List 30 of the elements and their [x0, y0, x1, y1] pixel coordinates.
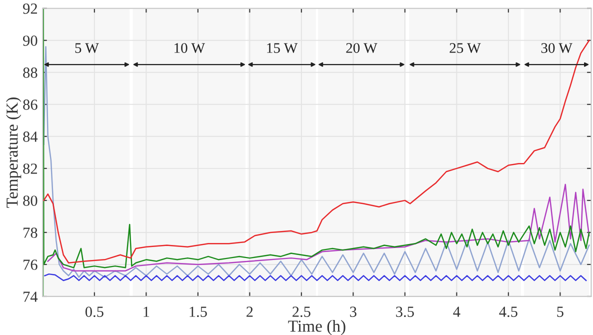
- band-label: 25 W: [450, 43, 481, 54]
- band-label: 20 W: [346, 43, 378, 54]
- band-label: 30 W: [541, 43, 572, 54]
- band-label: 5 W: [75, 43, 99, 54]
- x-tick-label: 0.5: [85, 306, 104, 318]
- x-tick-label: 4: [453, 306, 460, 317]
- y-tick-label: 80: [23, 196, 38, 206]
- y-tick-label: 92: [23, 4, 37, 14]
- line-series: [44, 273, 587, 282]
- y-tick-label: 90: [23, 36, 38, 46]
- x-tick-label: 5: [557, 306, 564, 317]
- y-tick-label: 74: [24, 292, 38, 302]
- y-axis-title: Temperature (K): [6, 98, 22, 208]
- x-tick-label: 1.5: [190, 306, 207, 318]
- x-tick-label: 3: [350, 306, 356, 317]
- y-tick-label: 88: [23, 68, 38, 78]
- band-label: 15 W: [267, 43, 298, 54]
- x-tick-label: 1: [144, 306, 150, 317]
- band-label: 10 W: [174, 43, 205, 54]
- y-tick-label: 86: [23, 100, 38, 110]
- line-series: [47, 184, 590, 272]
- x-tick-label: 2: [246, 306, 253, 317]
- y-tick-label: 84: [23, 132, 38, 142]
- y-tick-label: 82: [23, 164, 37, 174]
- y-tick-label: 76: [24, 260, 38, 270]
- x-tick-label: 3.5: [396, 306, 414, 318]
- x-tick-label: 4.5: [499, 306, 518, 318]
- x-axis-title: Time (h): [288, 320, 346, 335]
- y-tick-label: 78: [24, 228, 38, 238]
- x-tick-label: 2.5: [292, 306, 310, 318]
